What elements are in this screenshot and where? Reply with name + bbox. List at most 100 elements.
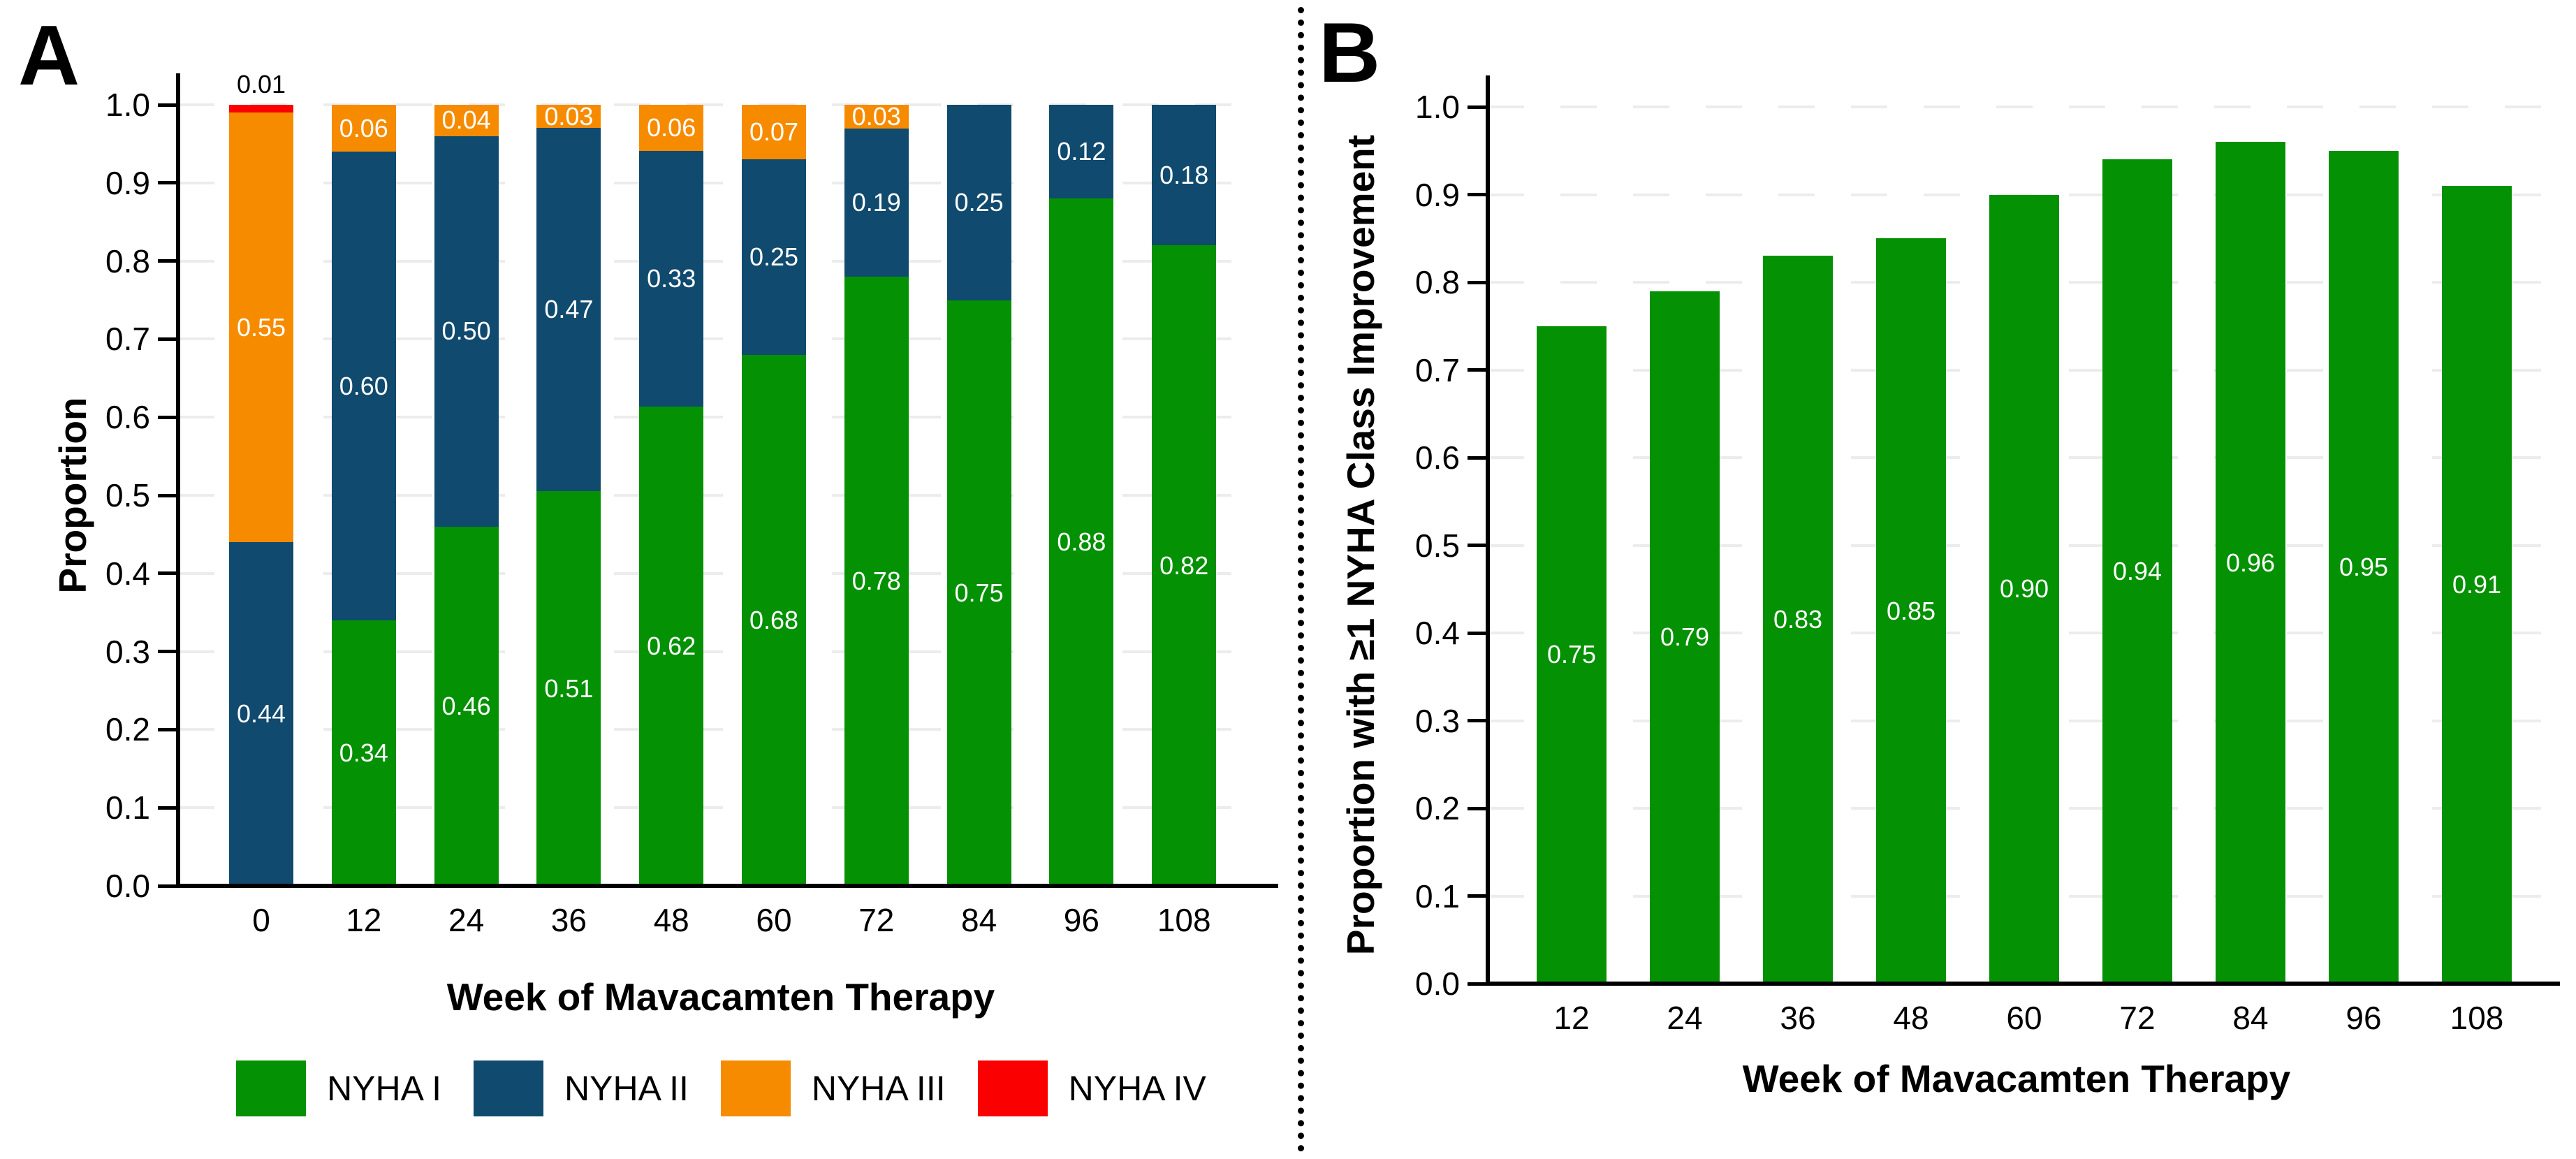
bar-segment-value-label: 0.50 [441, 316, 491, 346]
y-axis-tick-label: 0.7 [105, 321, 150, 358]
x-axis-line [176, 884, 1278, 888]
bar-week-48: 0.85 [1876, 238, 1946, 984]
bar-segment-value-label: 0.18 [1159, 160, 1209, 189]
bar-segment-value-label: 0.34 [339, 738, 388, 767]
bar-segment-nyha-ii: 0.33 [639, 151, 704, 407]
y-axis-tick-label: 0.2 [1415, 790, 1460, 826]
legend-swatch-icon [474, 1060, 544, 1116]
y-axis-tick-label: 0.2 [105, 711, 150, 748]
bar-segment-nyha-i: 0.51 [536, 491, 601, 886]
panel-b-plot-area: 0.0 0.1 0.2 0.3 0.4 0.5 0.6 0.7 0.8 0.9 1.0 0.75 12 0… [1415, 75, 2560, 1036]
bar-segment-value-label: 0.04 [441, 105, 491, 135]
bar-segment-nyha-iii: 0.55 [229, 112, 293, 543]
legend: NYHA I NYHA II NYHA III NYHA IV [178, 1060, 1264, 1116]
y-axis-tick-label: 0.0 [105, 868, 150, 904]
bar-segment-value-label: 0.68 [749, 605, 799, 634]
legend-swatch-icon [977, 1060, 1048, 1116]
stacked-bar-week-24: 0.46 0.50 0.04 [434, 105, 499, 886]
y-axis-tick-label: 0.6 [1415, 439, 1460, 476]
legend-label: NYHA I [327, 1069, 442, 1108]
bar-week-108: 0.91 [2442, 185, 2512, 984]
x-axis-line [1486, 982, 2560, 986]
x-axis-category-label: 12 [346, 902, 382, 938]
bar-value-label: 0.95 [2339, 552, 2389, 581]
bar-segment-nyha-iii: 0.06 [331, 105, 396, 152]
y-axis-tick [158, 806, 176, 810]
y-axis-tick-label: 0.0 [1415, 965, 1460, 1002]
bar-segment-value-label: 0.47 [544, 295, 594, 324]
bar-segment-value-label: 0.46 [441, 691, 491, 720]
bar-segment-value-label: 0.55 [236, 312, 286, 342]
gridline [178, 571, 1264, 575]
bar-week-24: 0.79 [1650, 291, 1720, 984]
y-axis-tick [158, 884, 176, 888]
y-axis-tick-label: 0.8 [105, 242, 150, 279]
bar-segment-value-label: 0.06 [339, 113, 388, 143]
bar-segment-value-label: 0.44 [236, 699, 286, 729]
y-axis-tick-label: 0.1 [105, 789, 150, 826]
panel-a-x-axis-title: Week of Mavacamten Therapy [446, 975, 995, 1019]
bar-segment-value-label: 0.78 [851, 566, 901, 595]
panel-b-letter: B [1319, 5, 1381, 100]
legend-swatch-icon [720, 1060, 791, 1116]
stacked-bar-week-60: 0.68 0.25 0.07 [742, 105, 806, 886]
bar-value-label: 0.90 [1999, 574, 2049, 604]
bar-segment-value-label: 0.06 [647, 113, 696, 143]
x-axis-category-label: 72 [858, 902, 895, 938]
bar-week-72: 0.94 [2102, 159, 2172, 984]
stacked-bar-week-48: 0.62 0.33 0.06 [639, 105, 704, 886]
bar-segment-value-label: 0.60 [339, 371, 388, 400]
bar-segment-nyha-ii: 0.25 [946, 105, 1011, 300]
y-axis-tick [158, 493, 176, 497]
panel-a-letter: A [18, 8, 80, 103]
x-axis-category-label: 84 [2232, 1000, 2269, 1036]
bar-segment-nyha-ii: 0.19 [844, 128, 909, 277]
gridline [178, 728, 1264, 731]
y-axis-tick-label: 0.5 [1415, 527, 1460, 564]
bar-segment-value-label: 0.25 [954, 187, 1004, 217]
bar-segment-value-label: 0.25 [749, 242, 799, 272]
y-axis-tick-label: 0.3 [1415, 702, 1460, 739]
x-axis-category-label: 48 [653, 902, 689, 938]
y-axis-tick [1468, 455, 1486, 460]
bar-segment-value-label: 0.03 [851, 101, 901, 131]
x-axis-category-label: 36 [550, 902, 587, 938]
y-axis-tick [1468, 544, 1486, 547]
y-axis-tick-label: 0.5 [105, 477, 150, 513]
bar-segment-nyha-ii: 0.12 [1049, 105, 1114, 199]
bar-segment-value-label: 0.07 [749, 117, 799, 147]
bar-segment-nyha-ii: 0.18 [1152, 105, 1217, 246]
x-axis-category-label: 84 [961, 902, 997, 938]
legend-label: NYHA IV [1068, 1069, 1206, 1108]
bar-segment-nyha-i: 0.68 [742, 354, 806, 886]
y-axis-tick [1468, 105, 1486, 109]
y-axis-tick [1468, 806, 1486, 810]
legend-item-nyha-i: NYHA I [236, 1060, 441, 1116]
bar-segment-nyha-ii: 0.47 [536, 128, 601, 492]
bar-segment-value-label: 0.88 [1057, 527, 1106, 557]
bar-value-label: 0.79 [1660, 622, 1710, 652]
panel-divider-dotted-line [1298, 7, 1304, 1152]
legend-label: NYHA III [811, 1069, 946, 1108]
x-axis-category-label: 108 [1157, 902, 1211, 938]
y-axis-tick [1468, 193, 1486, 196]
bar-segment-nyha-i: 0.88 [1049, 198, 1114, 886]
y-axis-tick [1468, 719, 1486, 722]
bar-segment-value-label: 0.33 [647, 264, 696, 293]
legend-item-nyha-iv: NYHA IV [977, 1060, 1206, 1116]
stacked-bar-week-36: 0.51 0.47 0.03 [536, 102, 601, 886]
x-axis-category-label: 72 [2119, 1000, 2156, 1036]
x-axis-category-label: 0 [252, 902, 270, 938]
x-axis-category-label: 96 [2346, 1000, 2382, 1036]
gridline [178, 181, 1264, 184]
y-axis-tick-label: 0.7 [1415, 351, 1460, 388]
y-axis-tick [158, 337, 176, 341]
stacked-bar-week-72: 0.78 0.19 0.03 [844, 101, 909, 886]
legend-swatch-icon [236, 1060, 307, 1116]
bar-segment-nyha-i: 0.78 [844, 276, 909, 886]
bar-segment-nyha-iii: 0.04 [434, 105, 499, 136]
bar-segment-nyha-ii: 0.60 [331, 152, 396, 620]
y-axis-tick [158, 103, 176, 107]
y-axis-tick [1468, 982, 1486, 986]
bar-segment-nyha-i: 0.62 [639, 406, 704, 886]
